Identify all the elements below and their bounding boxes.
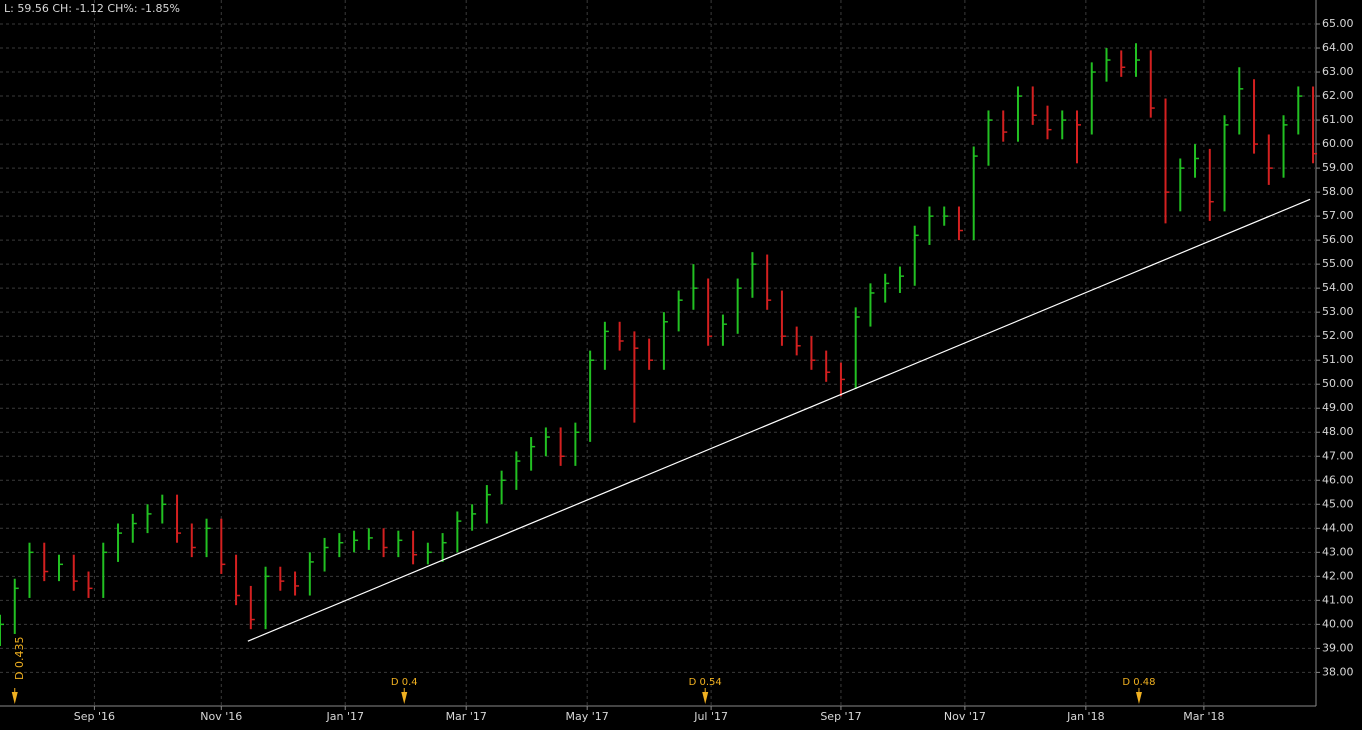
status-text: L: 59.56 CH: -1.12 CH%: -1.85%: [4, 2, 180, 15]
grid: [0, 0, 1316, 706]
y-tick-label: 63.00: [1322, 65, 1354, 78]
dividend-marker: [1135, 692, 1142, 704]
dividend-marker: [11, 692, 18, 704]
x-tick-label: Nov '16: [200, 710, 242, 723]
y-tick-label: 65.00: [1322, 17, 1354, 30]
trendline: [247, 198, 1311, 642]
dividend-marker: [702, 692, 709, 704]
dividend-label: D 0.54: [689, 677, 722, 688]
y-tick-label: 51.00: [1322, 353, 1354, 366]
x-tick-label: Sep '16: [74, 710, 115, 723]
y-tick-label: 60.00: [1322, 137, 1354, 150]
y-tick-label: 49.00: [1322, 401, 1354, 414]
y-tick-label: 61.00: [1322, 113, 1354, 126]
y-tick-label: 47.00: [1322, 449, 1354, 462]
y-tick-label: 44.00: [1322, 521, 1354, 534]
x-tick-label: Sep '17: [820, 710, 861, 723]
dividend-marker: [401, 692, 408, 704]
y-tick-label: 50.00: [1322, 377, 1354, 390]
y-tick-label: 39.00: [1322, 641, 1354, 654]
y-tick-label: 46.00: [1322, 473, 1354, 486]
x-tick-label: Jan '17: [325, 710, 363, 723]
y-tick-label: 42.00: [1322, 569, 1354, 582]
y-tick-label: 59.00: [1322, 161, 1354, 174]
y-tick-label: 56.00: [1322, 233, 1354, 246]
y-tick-label: 55.00: [1322, 257, 1354, 270]
y-tick-label: 43.00: [1322, 545, 1354, 558]
y-tick-label: 53.00: [1322, 305, 1354, 318]
y-tick-label: 41.00: [1322, 593, 1354, 606]
y-tick-label: 57.00: [1322, 209, 1354, 222]
x-tick-label: Nov '17: [944, 710, 986, 723]
dividend-label: D 0.435: [13, 637, 26, 680]
y-tick-label: 48.00: [1322, 425, 1354, 438]
x-tick-label: Mar '17: [446, 710, 487, 723]
x-tick-label: Jul '17: [693, 710, 728, 723]
y-tick-label: 38.00: [1322, 665, 1354, 678]
y-tick-label: 45.00: [1322, 497, 1354, 510]
y-tick-label: 54.00: [1322, 281, 1354, 294]
y-tick-label: 62.00: [1322, 89, 1354, 102]
y-tick-label: 52.00: [1322, 329, 1354, 342]
y-tick-label: 40.00: [1322, 617, 1354, 630]
dividend-label: D 0.48: [1122, 677, 1155, 688]
x-tick-label: May '17: [566, 710, 609, 723]
x-tick-label: Jan '18: [1066, 710, 1104, 723]
y-tick-label: 58.00: [1322, 185, 1354, 198]
x-tick-label: Mar '18: [1183, 710, 1224, 723]
dividend-label: D 0.4: [391, 677, 418, 688]
y-tick-label: 64.00: [1322, 41, 1354, 54]
